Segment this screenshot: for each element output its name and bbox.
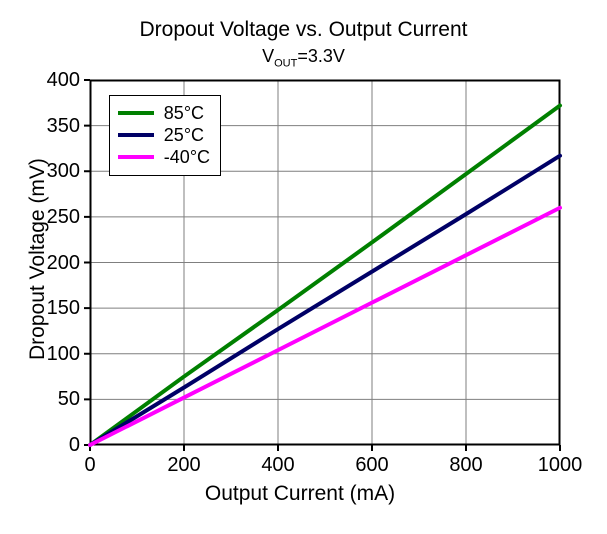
chart-legend: 85°C 25°C -40°C — [109, 95, 221, 176]
legend-swatch-2 — [118, 155, 154, 159]
x-axis-label: Output Current (mA) — [30, 482, 570, 506]
legend-label-2: -40°C — [164, 147, 210, 168]
legend-label-1: 25°C — [164, 125, 204, 146]
x-tick: 200 — [167, 455, 200, 475]
x-tick: 600 — [355, 455, 388, 475]
y-tick: 300 — [47, 161, 80, 181]
x-tick: 800 — [449, 455, 482, 475]
subtitle-sub: OUT — [274, 58, 297, 70]
y-tick: 200 — [47, 253, 80, 273]
y-tick: 0 — [69, 435, 80, 455]
legend-item-1: 25°C — [118, 125, 210, 146]
chart-subtitle: VOUT=3.3V — [0, 46, 607, 70]
legend-item-0: 85°C — [118, 103, 210, 124]
subtitle-suffix: =3.3V — [297, 46, 345, 66]
legend-swatch-1 — [118, 133, 154, 137]
legend-label-0: 85°C — [164, 103, 204, 124]
y-tick: 150 — [47, 298, 80, 318]
y-tick: 250 — [47, 207, 80, 227]
legend-item-2: -40°C — [118, 147, 210, 168]
y-tick: 100 — [47, 344, 80, 364]
legend-swatch-0 — [118, 111, 154, 115]
subtitle-prefix: V — [262, 46, 274, 66]
y-tick: 400 — [47, 70, 80, 90]
x-tick: 1000 — [538, 455, 583, 475]
y-tick: 350 — [47, 116, 80, 136]
x-tick: 400 — [261, 455, 294, 475]
y-tick: 50 — [58, 389, 80, 409]
chart-container: Dropout Voltage vs. Output Current VOUT=… — [0, 0, 607, 534]
chart-title: Dropout Voltage vs. Output Current — [0, 18, 607, 42]
x-tick: 0 — [84, 455, 95, 475]
